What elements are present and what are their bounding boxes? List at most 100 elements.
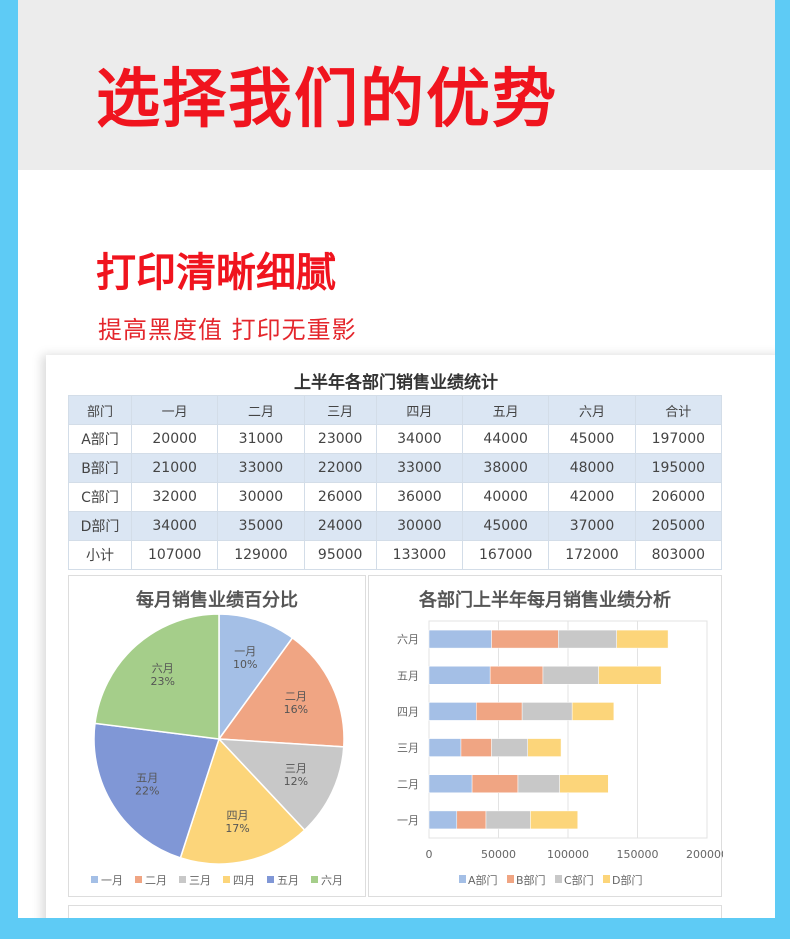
legend-label: 三月 xyxy=(189,874,211,887)
legend-swatch xyxy=(459,875,466,883)
column-header: 三月 xyxy=(303,395,377,425)
legend-swatch xyxy=(179,876,186,883)
column-header: 五月 xyxy=(462,395,550,425)
legend-swatch xyxy=(311,876,318,883)
pie-slice xyxy=(179,737,306,865)
bar-segment xyxy=(616,629,669,649)
bar-chart: 0 50000 100000 150000 200000 一月 二月 三月 四月 五月 六月 A部门 B… xyxy=(397,620,723,887)
legend-swatch xyxy=(603,875,610,883)
bar-segment xyxy=(571,702,615,721)
legend-label: 一月 xyxy=(101,874,123,887)
bar-segment xyxy=(460,738,492,757)
table-cell: 23000 xyxy=(303,424,377,454)
table-cell: 36000 xyxy=(375,482,464,512)
table-row: A部门 20000 31000 23000 34000 44000 45000 197000 xyxy=(67,424,723,454)
bar-panel: 0 50000 100000 150000 200000 一月 二月 三月 四月 五月 六月 A部门 B… xyxy=(368,575,723,897)
bar-segment xyxy=(428,738,462,757)
legend-label: D部门 xyxy=(612,873,642,887)
table-title: 上半年各部门销售业绩统计 xyxy=(294,373,498,393)
bar-segment xyxy=(428,774,473,793)
bar-segment xyxy=(489,666,544,685)
pie-title: 每月销售业绩百分比 xyxy=(136,590,298,611)
pie-slice xyxy=(217,738,345,832)
bar-segment xyxy=(530,810,578,830)
legend-swatch xyxy=(91,876,98,883)
table-cell: 206000 xyxy=(634,482,723,512)
table-cell: 205000 xyxy=(634,511,723,541)
slice-value: 10% xyxy=(233,658,257,671)
poster: 选择我们的优势 打印清晰细腻 提高黑度值 打印无重影 上半年各部门销售业绩统计 … xyxy=(18,0,775,918)
table-cell: 21000 xyxy=(131,453,219,483)
table-cell: 45000 xyxy=(548,424,636,454)
y-tick-label: 六月 xyxy=(397,633,419,646)
column-header: 部门 xyxy=(67,395,133,425)
table-cell: 30000 xyxy=(375,511,464,541)
column-header: 一月 xyxy=(131,395,219,425)
slice-label: 六月 xyxy=(152,662,174,675)
y-tick-label: 一月 xyxy=(397,814,419,827)
bar-segment xyxy=(559,774,609,793)
plot-area xyxy=(428,620,708,839)
table-cell: 34000 xyxy=(375,424,464,454)
bar-segment xyxy=(542,666,599,685)
legend-label: A部门 xyxy=(468,873,498,887)
bar-segment xyxy=(428,702,477,721)
x-tick-label: 200000 xyxy=(686,848,723,861)
legend-swatch xyxy=(555,875,562,883)
bar-title: 各部门上半年每月销售业绩分析 xyxy=(419,590,671,611)
table-cell: 33000 xyxy=(217,453,305,483)
table-row: D部门 34000 35000 24000 30000 45000 37000 205000 xyxy=(67,511,723,541)
column-header: 合计 xyxy=(634,395,723,425)
bar-segment xyxy=(517,774,560,793)
slice-value: 16% xyxy=(284,703,308,716)
table-cell: 38000 xyxy=(462,453,550,483)
table-cell: 44000 xyxy=(462,424,550,454)
table-cell: 95000 xyxy=(303,540,377,570)
table-cell: 35000 xyxy=(217,511,305,541)
x-tick-label: 50000 xyxy=(481,848,516,861)
section-title: 打印清晰细腻 xyxy=(96,250,336,296)
table-cell: 小计 xyxy=(67,540,133,570)
legend-label: C部门 xyxy=(564,873,594,887)
table-cell: 48000 xyxy=(548,453,636,483)
sales-table: 部门 一月 二月 三月 四月 五月 六月 合计 A部门 20000 31000 23000 34000 4… xyxy=(67,395,723,570)
table-cell: 107000 xyxy=(131,540,219,570)
header-row: 部门 一月 二月 三月 四月 五月 六月 合计 xyxy=(67,395,723,425)
header-band: 选择我们的优势 xyxy=(18,0,775,170)
legend-swatch xyxy=(223,876,230,883)
legend-swatch xyxy=(135,876,142,883)
slice-label: 三月 xyxy=(285,762,307,775)
bar-segment xyxy=(476,702,523,721)
table-cell: 22000 xyxy=(303,453,377,483)
x-tick-label: 150000 xyxy=(617,848,659,861)
legend-label: 二月 xyxy=(145,874,167,887)
legend-swatch xyxy=(507,875,514,883)
slice-label: 四月 xyxy=(227,809,249,822)
legend-label: 四月 xyxy=(233,874,255,887)
section-subtitle: 提高黑度值 打印无重影 xyxy=(98,316,357,344)
bar-segment xyxy=(456,810,487,830)
table-cell: C部门 xyxy=(67,482,133,512)
table-cell: B部门 xyxy=(67,453,133,483)
table-row: 小计 107000 129000 95000 133000 167000 172000 803… xyxy=(67,540,723,570)
slice-value: 17% xyxy=(225,822,249,835)
column-header: 二月 xyxy=(217,395,305,425)
slice-label: 二月 xyxy=(285,690,307,703)
bar-segment xyxy=(521,702,573,721)
slice-value: 23% xyxy=(151,675,175,688)
table-cell: 20000 xyxy=(131,424,219,454)
table-cell: 24000 xyxy=(303,511,377,541)
y-tick-label: 三月 xyxy=(397,742,419,755)
legend-label: B部门 xyxy=(516,873,546,887)
headline: 选择我们的优势 xyxy=(96,63,558,137)
column-header: 四月 xyxy=(375,395,464,425)
bar-segment xyxy=(491,738,528,757)
pie-panel: 一月 10% 二月 16% 三月 12% 四月 17% 五月 22% 六月 23% 一月 二月 三月 四月 五月… xyxy=(68,575,366,897)
bar-segment xyxy=(428,810,458,830)
bar-segment xyxy=(491,629,559,649)
table-cell: 30000 xyxy=(217,482,305,512)
legend-swatch xyxy=(267,876,274,883)
slice-value: 22% xyxy=(135,785,159,798)
slice-value: 12% xyxy=(284,775,308,788)
table-cell: 197000 xyxy=(634,424,723,454)
